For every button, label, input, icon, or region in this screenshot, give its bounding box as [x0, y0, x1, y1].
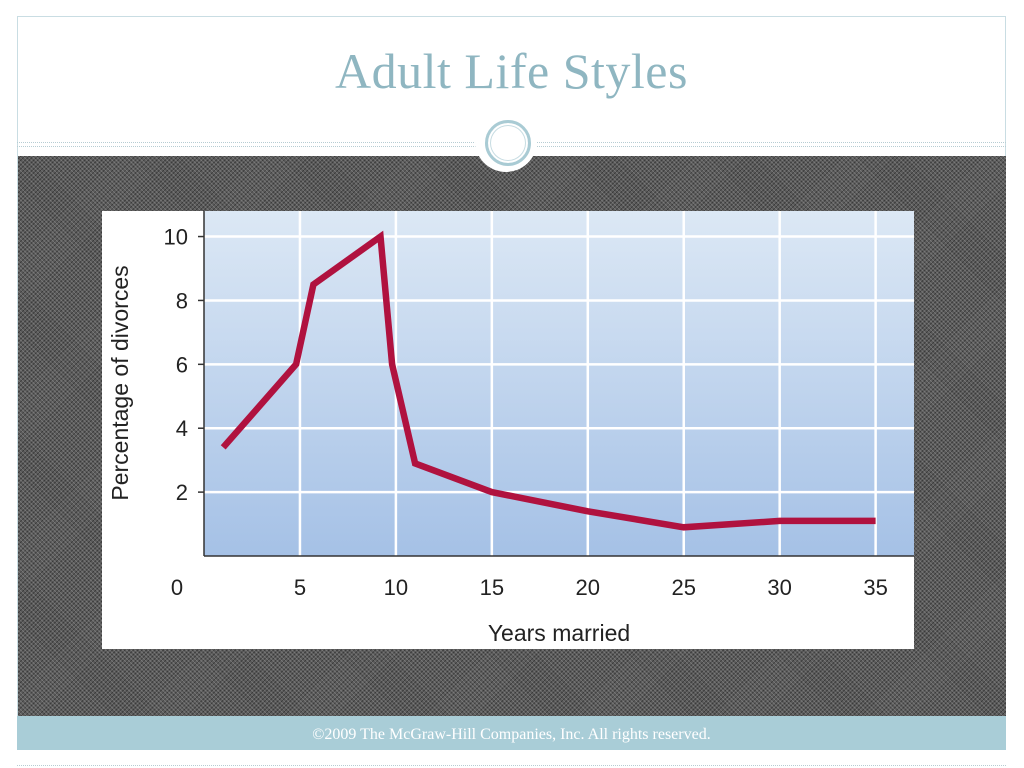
- x-tick-label-5: 5: [294, 575, 306, 600]
- plot-area: [204, 211, 914, 556]
- x-tick-label-35: 35: [863, 575, 887, 600]
- series-line-0: [220, 230, 876, 531]
- y-tick-label-4: 4: [176, 416, 188, 441]
- x-tick-label-25: 25: [671, 575, 695, 600]
- axes: [203, 211, 914, 557]
- tick-labels: 0 5 10 15 20 25 30 35 2 4 6 8 10: [164, 225, 888, 600]
- x-tick-label-30: 30: [767, 575, 791, 600]
- footer-bar: ©2009 The McGraw-Hill Companies, Inc. Al…: [17, 716, 1006, 750]
- x-tick-label-15: 15: [480, 575, 504, 600]
- y-tick-label-2: 2: [176, 480, 188, 505]
- y-tick-label-6: 6: [176, 352, 188, 377]
- y-tick-label-10: 10: [164, 225, 188, 250]
- y-tick-label-8: 8: [176, 288, 188, 313]
- x-tick-label-10: 10: [384, 575, 408, 600]
- grid: [204, 211, 914, 556]
- slide-title: Adult Life Styles: [335, 43, 688, 99]
- copyright-text: ©2009 The McGraw-Hill Companies, Inc. Al…: [312, 726, 711, 743]
- y-axis-label: Percentage of divorces: [107, 265, 133, 500]
- bottom-divider: [17, 765, 1006, 766]
- x-tick-label-20: 20: [576, 575, 600, 600]
- series-group: [220, 230, 876, 531]
- x-axis-label: Years married: [488, 620, 630, 646]
- x-tick-label-0: 0: [171, 575, 183, 600]
- ring-ornament-icon: [485, 120, 531, 166]
- divorce-chart: 0 5 10 15 20 25 30 35 2 4 6 8 10 Years married Perce…: [107, 211, 914, 646]
- chart-panel: 0 5 10 15 20 25 30 35 2 4 6 8 10 Years married Perce…: [102, 211, 914, 649]
